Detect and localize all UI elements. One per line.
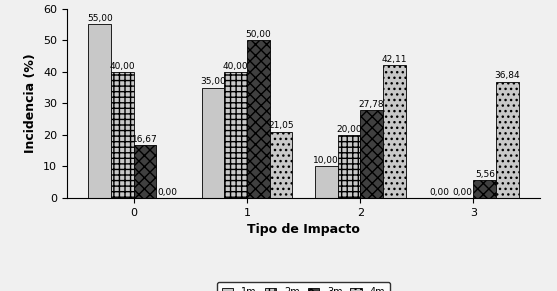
Text: 21,05: 21,05 — [268, 121, 294, 130]
Bar — [202, 88, 224, 198]
Text: 10,00: 10,00 — [314, 156, 339, 165]
Bar — [315, 166, 338, 198]
Bar — [247, 40, 270, 198]
Bar — [473, 180, 496, 198]
Bar — [111, 72, 134, 198]
Text: 20,00: 20,00 — [336, 125, 361, 134]
Text: 40,00: 40,00 — [110, 61, 135, 70]
X-axis label: Tipo de Impacto: Tipo de Impacto — [247, 223, 360, 236]
Bar — [270, 132, 292, 198]
Text: 36,84: 36,84 — [495, 72, 520, 81]
Bar — [89, 24, 111, 198]
Text: 35,00: 35,00 — [200, 77, 226, 86]
Text: 40,00: 40,00 — [223, 61, 248, 70]
Text: 50,00: 50,00 — [246, 30, 271, 39]
Text: 5,56: 5,56 — [475, 170, 495, 179]
Bar — [134, 145, 157, 198]
Bar — [383, 65, 405, 198]
Bar — [496, 82, 519, 198]
Text: 55,00: 55,00 — [87, 14, 113, 23]
Y-axis label: Incidencia (%): Incidencia (%) — [25, 54, 37, 153]
Text: 16,67: 16,67 — [132, 135, 158, 144]
Text: 27,78: 27,78 — [359, 100, 384, 109]
Text: 0,00: 0,00 — [429, 188, 449, 197]
Bar — [338, 135, 360, 198]
Text: 0,00: 0,00 — [452, 188, 472, 197]
Bar — [224, 72, 247, 198]
Legend: 1m, 2m, 3m, 4m: 1m, 2m, 3m, 4m — [217, 282, 390, 291]
Text: 42,11: 42,11 — [382, 55, 407, 64]
Text: 0,00: 0,00 — [158, 188, 178, 197]
Bar — [360, 110, 383, 198]
